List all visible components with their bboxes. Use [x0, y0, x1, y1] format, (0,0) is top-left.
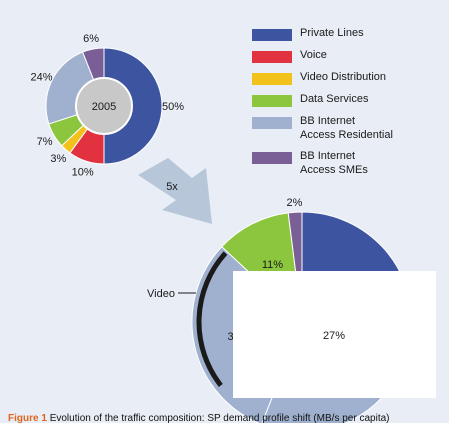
data-label: 24% [31, 72, 53, 84]
data-label: 11% [262, 259, 283, 271]
legend-swatch [252, 51, 292, 63]
legend-label: Voice [300, 49, 327, 61]
caption-text: Evolution of the traffic composition: SP… [49, 413, 390, 423]
legend-label: Private Lines [300, 27, 364, 39]
donut-hub [75, 77, 133, 135]
legend-label: BB Internet Access SMEs [300, 150, 368, 176]
data-label: 7% [37, 136, 53, 148]
data-label: 3% [50, 153, 66, 165]
legend: Private Lines Voice Video Distribution D… [252, 26, 432, 184]
legend-item-bb-smes: BB Internet Access SMEs [252, 149, 432, 177]
video-arc [196, 251, 228, 387]
legend-label: Video Distribution [300, 71, 387, 83]
figure-caption: Figure 1 Evolution of the traffic compos… [8, 413, 440, 423]
growth-arrow [138, 158, 212, 224]
legend-item-data-services: Data Services [252, 92, 432, 107]
legend-item-video-distribution: Video Distribution [252, 70, 432, 85]
legend-item-bb-residential: BB Internet Access Residential [252, 114, 432, 142]
legend-item-voice: Voice [252, 48, 432, 63]
legend-item-private-lines: Private Lines [252, 26, 432, 41]
arrow-label: 5x [166, 181, 178, 193]
legend-swatch [252, 29, 292, 41]
data-label: 6% [83, 33, 99, 45]
center-label: 2005 [92, 101, 116, 113]
data-label: 2% [287, 197, 303, 209]
legend-label: Data Services [300, 93, 369, 105]
legend-swatch [252, 95, 292, 107]
video-label: Video [147, 288, 175, 300]
data-label: 27% [323, 330, 345, 342]
legend-swatch [252, 152, 292, 164]
legend-swatch [252, 117, 292, 129]
legend-label: BB Internet Access Residential [300, 115, 393, 141]
overlay-panel [233, 271, 436, 398]
data-label: 50% [162, 101, 184, 113]
caption-figure-ref: Figure 1 [8, 413, 47, 423]
data-label: 4% [360, 281, 376, 293]
legend-swatch [252, 73, 292, 85]
data-label: 10% [72, 167, 94, 179]
